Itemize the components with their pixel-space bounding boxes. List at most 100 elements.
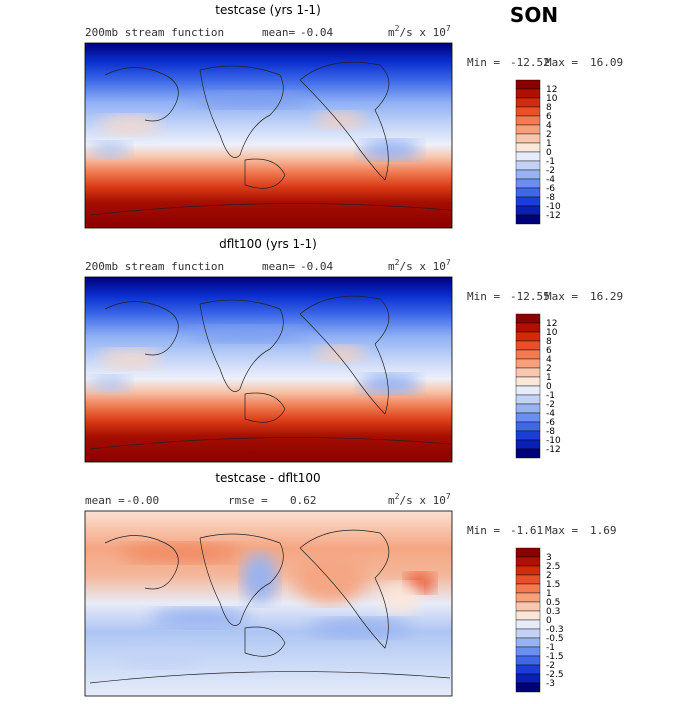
colorbar-box <box>515 655 541 666</box>
map-blob <box>100 349 160 369</box>
max-value: 1.69 <box>590 524 617 537</box>
panel-subtitle: -0.04 <box>300 260 333 273</box>
panel-subtitle: mean= <box>262 260 295 273</box>
min-value: -12.55 <box>510 290 550 303</box>
colorbar-box <box>515 619 541 630</box>
colorbar-box <box>515 205 541 216</box>
map-blob <box>315 112 365 128</box>
units-part: 7 <box>446 492 451 501</box>
map-blob <box>360 140 420 160</box>
units-part: m <box>388 494 395 507</box>
map-field <box>85 43 452 228</box>
colorbar-box <box>515 673 541 684</box>
panel-title: dflt100 (yrs 1-1) <box>219 237 317 251</box>
panel-subtitle: 200mb stream function <box>85 260 224 273</box>
map-blob <box>100 115 160 135</box>
colorbar-label: -0.3 <box>546 625 564 635</box>
colorbar-label: -2 <box>546 166 555 176</box>
colorbar-box <box>515 628 541 639</box>
colorbar-box <box>515 358 541 369</box>
season-label: SON <box>510 3 558 27</box>
colorbar-label: 0.5 <box>546 598 560 608</box>
colorbar-label: 12 <box>546 319 557 329</box>
colorbar-label: 1 <box>546 139 552 149</box>
colorbar-label: -0.5 <box>546 634 564 644</box>
colorbar-label: -12 <box>546 211 561 221</box>
colorbar-box <box>515 583 541 594</box>
colorbar-label: 3 <box>546 553 552 563</box>
colorbar-label: 0.3 <box>546 607 560 617</box>
map-blob <box>315 346 365 362</box>
colorbar-box <box>515 340 541 351</box>
panel-title: testcase (yrs 1-1) <box>215 3 321 17</box>
colorbar-box <box>515 142 541 153</box>
max-label: Max = <box>545 524 578 537</box>
colorbar-box <box>515 187 541 198</box>
max-value: 16.29 <box>590 290 623 303</box>
colorbar-box <box>515 439 541 450</box>
map-frame <box>84 276 453 463</box>
colorbar-label: -1 <box>546 157 555 167</box>
map-blob <box>380 583 420 613</box>
min-label: Min = <box>467 524 500 537</box>
panel-subtitle: -0.00 <box>126 494 159 507</box>
colorbar-label: -8 <box>546 427 555 437</box>
colorbar-label: -10 <box>546 202 561 212</box>
colorbar-label: 4 <box>546 355 552 365</box>
max-value: 16.09 <box>590 56 623 69</box>
coastline <box>89 295 451 450</box>
map-frame <box>84 510 453 697</box>
colorbar-box <box>515 682 541 693</box>
max-label: Max = <box>545 56 578 69</box>
colorbar-label: -4 <box>546 409 555 419</box>
colorbar-label: 0 <box>546 616 552 626</box>
colorbar-box <box>515 601 541 612</box>
colorbar-box <box>515 214 541 225</box>
panel-subtitle: -0.04 <box>300 26 333 39</box>
colorbar-label: -6 <box>546 418 555 428</box>
colorbar-box <box>515 421 541 432</box>
map <box>85 277 452 462</box>
colorbar-label: 6 <box>546 112 552 122</box>
colorbar-box <box>515 556 541 567</box>
max-label: Max = <box>545 290 578 303</box>
map-blob <box>150 608 250 628</box>
colorbar-box <box>515 412 541 423</box>
colorbar-label: 10 <box>546 94 558 104</box>
units: m2/s x 107 <box>388 24 451 39</box>
colorbar-label: -1 <box>546 643 555 653</box>
map-frame <box>84 42 453 229</box>
units-part: m <box>388 26 395 39</box>
colorbar-box <box>515 313 541 324</box>
colorbar-box <box>515 646 541 657</box>
colorbar-label: -2 <box>546 661 555 671</box>
colorbar-box <box>515 133 541 144</box>
map-blob <box>90 376 130 392</box>
map-blob <box>190 92 310 108</box>
map-blob <box>360 374 420 394</box>
map-blob <box>310 618 410 638</box>
colorbar-label: 4 <box>546 121 552 131</box>
map-blob <box>190 326 310 342</box>
coastline <box>89 529 451 684</box>
map-blob <box>242 553 278 603</box>
colorbar-label: 10 <box>546 328 558 338</box>
colorbar-label: -1.5 <box>546 652 564 662</box>
units-part: m <box>388 260 395 273</box>
colorbar-box <box>515 178 541 189</box>
colorbar-box <box>515 115 541 126</box>
units: m2/s x 107 <box>388 258 451 273</box>
colorbar-label: -6 <box>546 184 555 194</box>
panel-title: testcase - dflt100 <box>215 471 320 485</box>
map-blob <box>295 553 365 603</box>
coastline <box>89 61 451 216</box>
colorbar-label: 2.5 <box>546 562 560 572</box>
colorbar-box <box>515 331 541 342</box>
colorbar-box <box>515 574 541 585</box>
colorbar-box <box>515 403 541 414</box>
min-label: Min = <box>467 290 500 303</box>
panel-subtitle: rmse = <box>228 494 268 507</box>
colorbar-box <box>515 385 541 396</box>
map-blob <box>120 648 200 668</box>
